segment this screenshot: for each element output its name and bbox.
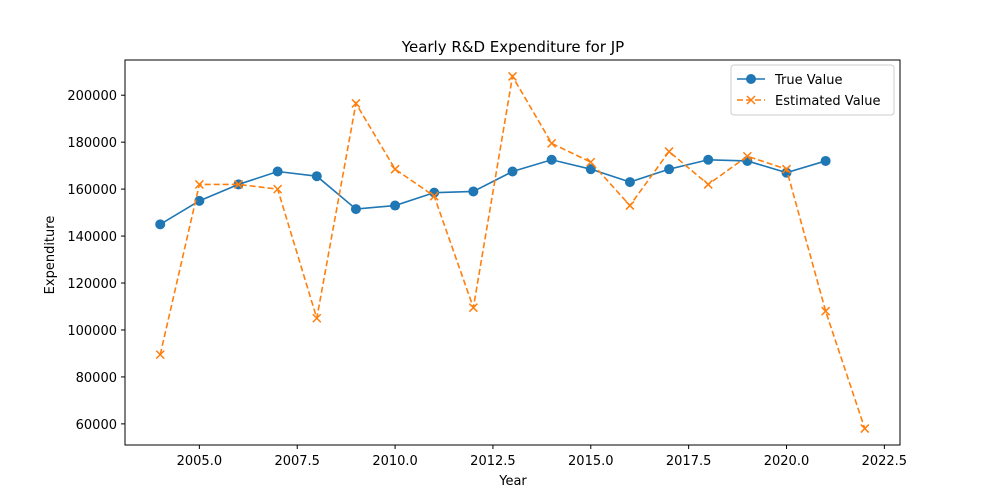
y-tick-label: 100000 — [67, 324, 117, 339]
legend: True Value Estimated Value — [730, 64, 895, 116]
estimated-value-point — [312, 313, 322, 323]
true-value-point — [350, 204, 361, 215]
y-tick-label: 200000 — [67, 89, 117, 104]
estimated-value-point — [468, 303, 478, 313]
x-tick-label: 2022.5 — [862, 454, 908, 469]
estimated-value-point — [586, 157, 596, 167]
estimated-value-point — [273, 184, 283, 194]
y-tick-label: 140000 — [67, 230, 117, 245]
true-value-point — [546, 154, 557, 165]
true-value-point — [820, 155, 831, 166]
series-layer — [155, 71, 870, 434]
true-value-point — [155, 219, 166, 230]
y-tick-label: 60000 — [76, 418, 117, 433]
x-tick-label: 2020.0 — [764, 454, 810, 469]
y-axis-label: Expenditure — [43, 216, 58, 295]
x-tick-label: 2005.0 — [177, 454, 223, 469]
x-tick-label: 2015.0 — [568, 454, 614, 469]
estimated-value-point — [390, 164, 400, 174]
estimated-value-point — [742, 151, 752, 161]
chart-title: Yearly R&D Expenditure for JP — [401, 38, 624, 56]
estimated-value-point — [703, 179, 713, 189]
estimated-value-point — [625, 201, 635, 211]
legend-marker — [746, 74, 756, 84]
plot-area — [124, 59, 901, 446]
true-value-point — [585, 164, 596, 175]
legend-marker — [746, 95, 756, 105]
x-tick-label: 2010.0 — [372, 454, 418, 469]
estimated-value-point — [155, 350, 165, 360]
estimated-value-point — [547, 138, 557, 148]
true-value-point — [272, 166, 283, 177]
plot-frame — [124, 59, 901, 446]
true-value-point — [390, 200, 401, 211]
estimated-value-point — [194, 179, 204, 189]
y-tick-label: 120000 — [67, 277, 117, 292]
true-value-point — [703, 154, 714, 165]
estimated-value-point — [781, 164, 792, 174]
true-value-point — [507, 166, 518, 177]
y-tick-label: 160000 — [67, 183, 117, 198]
true-value-point — [664, 164, 675, 175]
y-axis: 60000 80000 100000 120000 140000 160000 180000… — [67, 89, 125, 433]
estimated-value-point — [507, 71, 518, 81]
x-tick-label: 2012.5 — [470, 454, 516, 469]
estimated-value-point — [860, 424, 870, 434]
legend-box — [730, 64, 895, 116]
estimated-value-point — [429, 191, 439, 201]
x-tick-label: 2017.5 — [666, 454, 712, 469]
legend-label: Estimated Value — [775, 94, 881, 109]
estimated-value-point — [821, 306, 831, 316]
estimated-value-point — [233, 179, 244, 189]
legend-label: True Value — [774, 73, 842, 88]
true-value-point — [468, 186, 479, 197]
true-value-point — [624, 177, 635, 188]
series-line-true-value — [159, 158, 826, 226]
estimated-value-point — [664, 147, 674, 157]
estimated-value-point — [351, 98, 361, 108]
y-tick-label: 80000 — [76, 371, 117, 386]
true-value-point — [311, 171, 322, 182]
x-axis: 2005.0 2007.5 2010.0 2012.5 2015.0 2017.5 2020… — [177, 445, 907, 469]
x-tick-label: 2007.5 — [274, 454, 320, 469]
x-axis-label: Year — [498, 474, 527, 489]
y-tick-label: 180000 — [67, 136, 117, 151]
